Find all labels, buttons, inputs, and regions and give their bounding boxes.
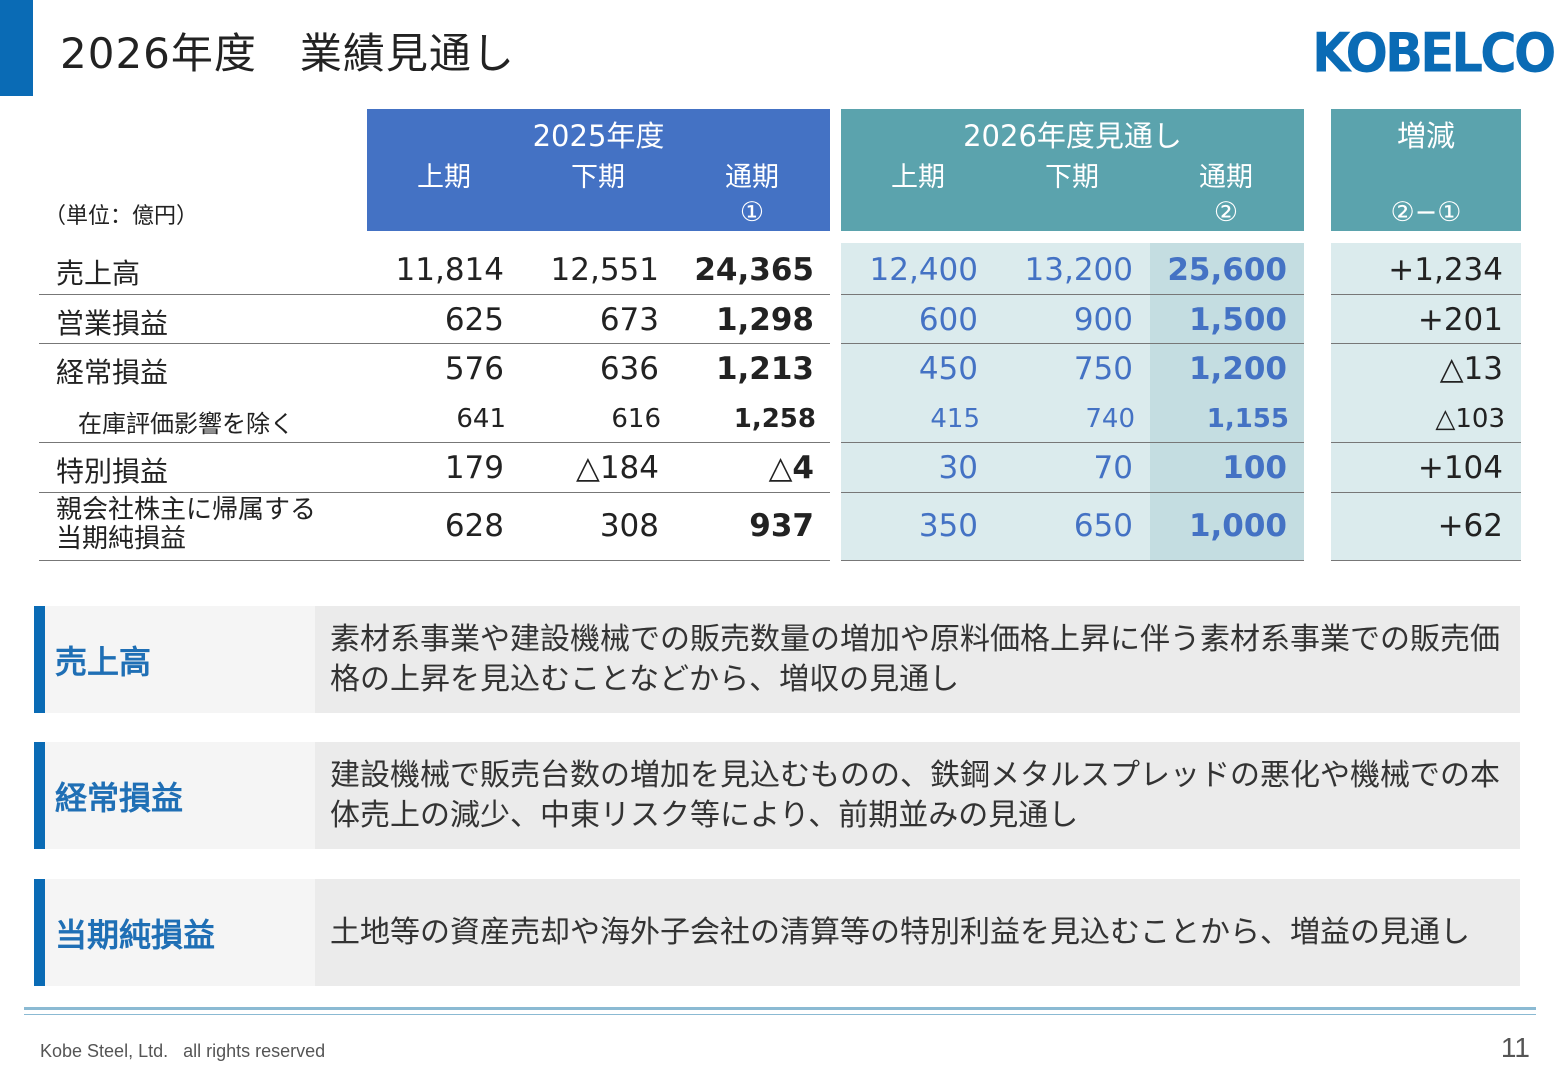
cell-fy2025-h2: 12,551 [550, 252, 659, 288]
cell-diff: +1,234 [1388, 252, 1503, 288]
row-label: 経常損益 [56, 356, 169, 389]
header-fy2025-h2: 下期 [571, 162, 625, 193]
row-label: 営業損益 [56, 307, 169, 340]
cell-diff: +104 [1417, 450, 1503, 486]
cell-fy2026-h2: 650 [1073, 508, 1133, 544]
comment-accent [34, 879, 45, 986]
row-label: 親会社株主に帰属する 当期純損益 [56, 496, 316, 554]
cell-fy2026-full: 100 [1222, 450, 1287, 486]
cell-fy2025-h1: 625 [444, 302, 504, 338]
cell-fy2025-full: 24,365 [694, 252, 814, 288]
header-fy2025-full: 通期 [725, 162, 779, 193]
cell-fy2026-full: 1,500 [1188, 302, 1287, 338]
row-label: 売上高 [56, 257, 141, 290]
header-diff-title: 増減 [1396, 119, 1455, 153]
header-fy2026-mark: ② [1213, 197, 1239, 228]
cell-fy2025-full: 1,213 [715, 351, 814, 387]
cell-fy2026-full: 25,600 [1167, 252, 1287, 288]
comment-head: 当期純損益 [45, 879, 315, 986]
header-diff: 増減 ②−① [1331, 109, 1521, 231]
cell-fy2026-h1: 450 [918, 351, 978, 387]
cell-fy2025-full: △4 [768, 450, 814, 486]
row-label: 特別損益 [56, 455, 169, 488]
cell-diff: +62 [1437, 508, 1503, 544]
footer-divider [24, 1007, 1536, 1010]
footer-copyright: Kobe Steel, Ltd. all rights reserved [40, 1041, 326, 1061]
comment-head-label: 売上高 [55, 642, 152, 681]
cell-fy2025-full: 937 [749, 508, 814, 544]
comment-head-label: 当期純損益 [55, 915, 216, 954]
comment-text: 建設機械で販売台数の増加を見込むものの、鉄鋼メタルスプレッドの悪化や機械での本体… [330, 757, 1500, 833]
cell-fy2026-h2: 750 [1073, 351, 1133, 387]
cell-fy2025-h2: 673 [599, 302, 659, 338]
cell-fy2026-full: 1,000 [1188, 508, 1287, 544]
fy2026-full-shading [1150, 243, 1304, 560]
header-diff-mark: ②−① [1390, 197, 1462, 228]
cell-fy2025-full: 1,258 [733, 404, 816, 434]
cell-fy2026-h1: 30 [938, 450, 978, 486]
cell-fy2026-h1: 12,400 [869, 252, 978, 288]
diff-shading [1331, 243, 1521, 560]
cell-fy2026-full: 1,155 [1206, 404, 1289, 434]
comment-head: 経常損益 [45, 742, 315, 849]
row-label-line1: 親会社株主に帰属する [56, 495, 317, 525]
cell-fy2025-full: 1,298 [715, 302, 814, 338]
cell-fy2025-h2: 636 [599, 351, 659, 387]
header-fy2026-year: 2026年度見通し [963, 119, 1182, 153]
cell-fy2026-h1: 600 [918, 302, 978, 338]
cell-diff: △13 [1439, 351, 1503, 387]
comment-text: 素材系事業や建設機械での販売数量の増加や原料価格上昇に伴う素材系事業での販売価格… [330, 621, 1500, 697]
header-fy2025: 2025年度 上期 下期 通期 ① [367, 109, 830, 231]
kobelco-logo: KOBELCO [1312, 22, 1556, 85]
comment-head-label: 経常損益 [55, 778, 184, 817]
comment-text: 土地等の資産売却や海外子会社の清算等の特別利益を見込むことから、増益の見通し [330, 914, 1470, 950]
comment-box-ordinary-profit: 経常損益 建設機械で販売台数の増加を見込むものの、鉄鋼メタルスプレッドの悪化や機… [34, 742, 1520, 849]
cell-fy2025-h2: △184 [575, 450, 659, 486]
cell-fy2026-h2: 740 [1085, 404, 1135, 434]
comment-head: 売上高 [45, 606, 315, 713]
cell-fy2026-h2: 900 [1073, 302, 1133, 338]
cell-fy2025-h2: 616 [611, 404, 661, 434]
cell-fy2026-full: 1,200 [1188, 351, 1287, 387]
cell-fy2025-h1: 179 [444, 450, 504, 486]
cell-fy2025-h1: 576 [444, 351, 504, 387]
row-label-line2: 当期純損益 [56, 524, 187, 554]
footer-divider-thin [24, 1014, 1536, 1015]
cell-fy2026-h2: 70 [1093, 450, 1133, 486]
unit-label: （単位：億円） [44, 204, 199, 229]
comment-accent [34, 606, 45, 713]
title-accent-bar [0, 0, 33, 96]
cell-fy2025-h1: 11,814 [395, 252, 504, 288]
cell-fy2025-h1: 628 [444, 508, 504, 544]
cell-fy2025-h1: 641 [456, 404, 506, 434]
header-fy2026-h2: 下期 [1045, 162, 1099, 193]
cell-fy2026-h1: 415 [930, 404, 980, 434]
header-fy2026-full: 通期 [1199, 162, 1253, 193]
cell-fy2025-h2: 308 [599, 508, 659, 544]
header-fy2026: 2026年度見通し 上期 下期 通期 ② [841, 109, 1304, 231]
comment-box-sales: 売上高 素材系事業や建設機械での販売数量の増加や原料価格上昇に伴う素材系事業での… [34, 606, 1520, 713]
cell-fy2026-h2: 13,200 [1024, 252, 1133, 288]
cell-diff: +201 [1417, 302, 1503, 338]
header-fy2025-mark: ① [739, 197, 765, 228]
comment-box-net-profit: 当期純損益 土地等の資産売却や海外子会社の清算等の特別利益を見込むことから、増益… [34, 879, 1520, 986]
page-number: 11 [1500, 1032, 1530, 1063]
header-fy2026-h1: 上期 [891, 162, 945, 193]
header-fy2025-year: 2025年度 [532, 119, 665, 153]
page-title: 2026年度 業績見通し [60, 29, 515, 78]
comment-accent [34, 742, 45, 849]
header-fy2025-h1: 上期 [417, 162, 471, 193]
cell-fy2026-h1: 350 [918, 508, 978, 544]
row-label: 在庫評価影響を除く [78, 410, 294, 438]
cell-diff: △103 [1435, 404, 1505, 434]
